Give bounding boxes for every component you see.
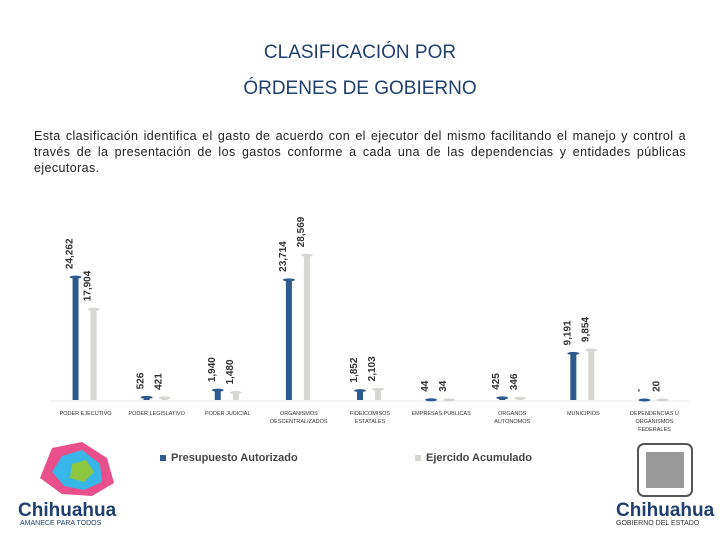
bar	[303, 255, 310, 400]
x-tick-label: PODER EJECUTIVO	[59, 411, 112, 417]
bar	[375, 389, 381, 400]
value-label: 1,480	[225, 359, 236, 384]
bar	[285, 279, 292, 400]
bar-cap	[300, 253, 313, 257]
value-label: 526	[136, 372, 147, 389]
x-tick-label: MUNICIPIOS	[566, 411, 600, 417]
bar-cap	[211, 388, 224, 392]
x-tick-label: PODER JUDICIAL	[204, 411, 251, 417]
value-label: 17,904	[83, 270, 94, 301]
x-tick-label: ORGANOS AUTONOMOS	[494, 411, 531, 425]
legend-label: Presupuesto Autorizado	[171, 452, 298, 464]
logo-tagline: GOBIERNO DEL ESTADO	[616, 520, 700, 527]
value-label: 346	[509, 373, 520, 390]
value-label: 1,852	[349, 357, 360, 382]
bar	[232, 392, 239, 400]
bar-cap	[585, 348, 598, 352]
bar-cap	[229, 391, 242, 395]
bar-cap	[87, 307, 100, 311]
value-label: -	[633, 389, 644, 392]
bar-cap	[496, 396, 509, 400]
bar-cap	[656, 398, 669, 402]
bar-cap	[514, 396, 527, 400]
legend-swatch	[160, 455, 166, 461]
bar-cap	[443, 398, 456, 402]
bar	[357, 390, 363, 400]
logo-left-icon	[40, 442, 114, 496]
bar	[588, 350, 595, 400]
logo-shape	[70, 460, 94, 482]
x-tick-label: PODER LEGISLATIVO	[128, 411, 185, 417]
value-label: 24,262	[65, 238, 76, 269]
logo-name: Chihuahua	[616, 500, 715, 521]
x-tick-label: EMPRESAS PUBLICAS	[411, 411, 471, 417]
value-label: 9,854	[580, 317, 591, 342]
bar-cap	[372, 387, 384, 391]
paragraph: Esta clasificación identifica el gasto d…	[34, 129, 686, 175]
bar	[72, 277, 79, 400]
shield-inner	[646, 452, 684, 488]
bar-cap	[638, 398, 651, 402]
bar-cap	[69, 275, 82, 279]
value-label: 2,103	[367, 356, 378, 381]
value-label: 421	[154, 373, 165, 390]
legend-swatch	[415, 455, 421, 461]
bar-cap	[567, 351, 580, 355]
logo-right-icon	[637, 443, 693, 497]
value-label: 9,191	[562, 320, 573, 345]
logo-tagline: AMANECE PARA TODOS	[20, 520, 102, 527]
bar-cap	[425, 398, 438, 402]
x-tick-label: FIDEICOMISOS ESTATALES	[349, 411, 391, 425]
logo-name: Chihuahua	[18, 500, 117, 521]
bar	[90, 309, 97, 400]
value-label: 1,940	[207, 357, 218, 382]
value-label: 425	[491, 373, 502, 390]
bar-cap	[140, 395, 153, 399]
shield	[637, 443, 693, 497]
bar-cap	[158, 396, 171, 400]
legend-item: Ejercido Acumulado	[415, 452, 532, 464]
bar	[570, 353, 577, 400]
value-label: 34	[438, 380, 449, 392]
value-label: 28,569	[296, 216, 307, 247]
bar-cap	[354, 389, 366, 393]
bar	[214, 390, 221, 400]
title: ÓRDENES DE GOBIERNO	[243, 78, 477, 99]
x-tick-label: ORGANISMOS DESCENTRALIZADOS	[270, 411, 328, 425]
x-tick-label: DEPENDENCIAS U ORGANISMOS FEDERALES	[629, 411, 679, 433]
legend-item: Presupuesto Autorizado	[160, 452, 298, 464]
title: CLASIFICACIÓN POR	[263, 42, 457, 63]
value-label: 44	[420, 380, 431, 392]
legend-label: Ejercido Acumulado	[426, 452, 532, 464]
bar-cap	[282, 278, 295, 282]
value-label: 20	[651, 380, 662, 392]
value-label: 23,714	[278, 241, 289, 272]
